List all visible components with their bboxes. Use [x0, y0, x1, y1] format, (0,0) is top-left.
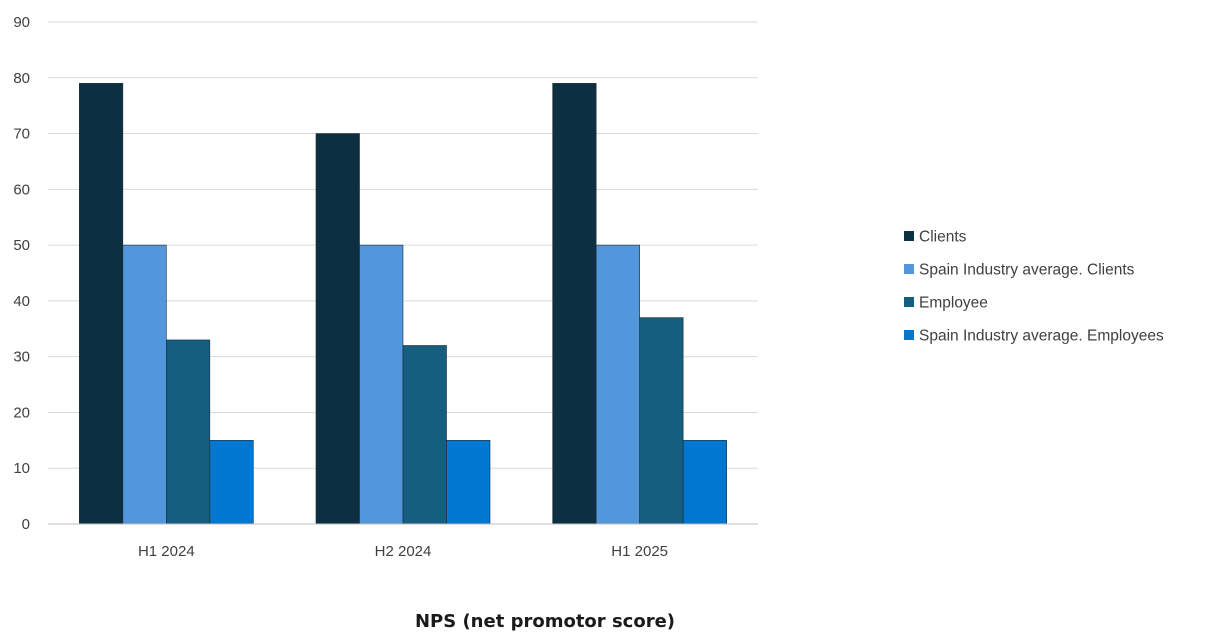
bar-spain-industry-average-clients-h1-2024: [122, 244, 167, 525]
x-axis-categories: H1 2024 H2 2024 H1 2025: [138, 543, 668, 560]
y-tick-label: 50: [13, 237, 30, 254]
x-category-label: H2 2024: [375, 543, 432, 560]
y-tick-label: 30: [13, 349, 30, 366]
y-tick-label: 0: [22, 516, 30, 533]
bar-spain-industry-average-employees-h1-2025: [682, 440, 727, 525]
legend-label: Clients: [919, 229, 967, 246]
bar-spain-industry-average-employees-h1-2024: [209, 440, 254, 525]
bar-employee-h2-2024: [402, 345, 447, 525]
legend-label: Spain Industry average. Employees: [919, 328, 1164, 345]
legend-swatch: [904, 264, 914, 274]
legend-swatch: [904, 297, 914, 307]
y-tick-label: 60: [13, 181, 30, 198]
x-category-label: H1 2024: [138, 543, 195, 560]
y-tick-label: 70: [13, 126, 30, 143]
bar-spain-industry-average-clients-h2-2024: [359, 244, 404, 525]
legend-label: Spain Industry average. Clients: [919, 262, 1135, 279]
bar-employee-h1-2025: [639, 317, 684, 525]
y-axis-ticks: 0 10 20 30 40 50 60 70 80 90: [13, 14, 30, 533]
bar-employee-h1-2024: [166, 339, 211, 525]
bar-clients-h1-2025: [552, 83, 597, 525]
y-tick-label: 80: [13, 70, 30, 87]
bar-spain-industry-average-employees-h2-2024: [446, 440, 491, 525]
bar-clients-h2-2024: [315, 133, 360, 525]
y-tick-label: 90: [13, 14, 30, 31]
y-tick-label: 20: [13, 404, 30, 421]
y-tick-label: 40: [13, 293, 30, 310]
bars: [79, 83, 727, 525]
x-category-label: H1 2025: [611, 543, 668, 560]
y-tick-label: 10: [13, 460, 30, 477]
legend-swatch: [904, 231, 914, 241]
bar-clients-h1-2024: [79, 83, 124, 525]
bar-spain-industry-average-clients-h1-2025: [595, 244, 640, 525]
legend: Clients Spain Industry average. Clients Em…: [904, 229, 1164, 345]
legend-swatch: [904, 330, 914, 340]
legend-label: Employee: [919, 295, 988, 312]
chart-title: NPS (net promotor score): [415, 611, 675, 632]
